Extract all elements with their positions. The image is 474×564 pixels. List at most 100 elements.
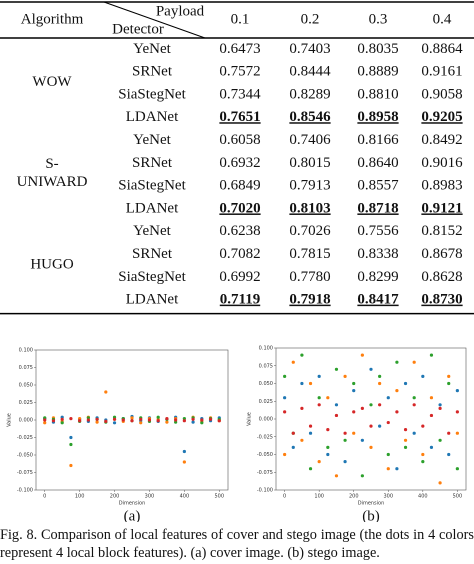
accuracy-value: 0.8546 <box>289 109 331 125</box>
scatter-point <box>386 467 390 471</box>
scatter-point <box>334 367 339 371</box>
scatter-point <box>182 419 186 423</box>
scatter-point <box>360 406 364 410</box>
scatter-point <box>95 417 99 421</box>
x-axis-label: Dimension <box>119 501 146 507</box>
x-tick-label: 0 <box>43 494 46 500</box>
scatter-point <box>403 438 408 442</box>
scatter-point <box>291 445 295 449</box>
detector-name: YeNet <box>133 132 171 148</box>
detector-name: SRNet <box>132 246 173 262</box>
scatter-point <box>438 406 442 410</box>
accuracy-value: 0.7918 <box>289 292 330 308</box>
accuracy-value: 0.8444 <box>289 64 331 80</box>
accuracy-value: 0.7403 <box>289 41 330 57</box>
x-tick-label: 400 <box>180 494 190 500</box>
scatter-point <box>455 410 459 414</box>
accuracy-value: 0.8103 <box>289 200 330 216</box>
scatter-point <box>69 442 73 447</box>
y-tick-label: 0.100 <box>259 346 273 352</box>
subfigure-label: (b) <box>362 508 380 522</box>
scatter-point <box>343 431 347 435</box>
scatter-point <box>283 452 287 457</box>
scatter-point <box>421 424 425 428</box>
accuracy-value: 0.8864 <box>421 41 463 57</box>
scatter-point <box>326 445 330 449</box>
accuracy-value: 0.8983 <box>421 178 462 194</box>
scatter-point <box>369 424 373 428</box>
scatter-point <box>300 438 304 442</box>
x-tick-label: 400 <box>418 494 428 500</box>
scatter-point <box>438 481 442 485</box>
scatter-point <box>326 396 330 400</box>
scatter-point <box>283 410 287 414</box>
scatter-point <box>139 417 143 421</box>
scatter-point <box>95 420 99 424</box>
scatter-point <box>69 463 73 468</box>
scatter-point <box>369 445 373 449</box>
accuracy-value: 0.9161 <box>421 64 462 80</box>
scatter-point <box>191 417 195 421</box>
x-tick-label: 300 <box>383 494 393 500</box>
scatter-point <box>60 421 64 425</box>
diagonal-rule <box>103 1 206 39</box>
scatter-point <box>165 417 169 421</box>
accuracy-value: 0.7026 <box>289 223 331 239</box>
figure-caption: Fig. 8. Comparison of local features of … <box>0 527 474 561</box>
header-payload-value: 0.1 <box>231 11 250 27</box>
accuracy-value: 0.8166 <box>357 132 399 148</box>
scatter-point <box>200 421 204 425</box>
scatter-point <box>403 445 408 449</box>
accuracy-value: 0.7815 <box>289 246 330 262</box>
accuracy-value: 0.7082 <box>219 246 260 262</box>
scatter-point <box>78 419 82 423</box>
scatter-point <box>317 460 321 464</box>
y-tick-label: 0.025 <box>19 400 33 406</box>
accuracy-value: 0.6932 <box>219 155 260 171</box>
y-tick-label: -0.075 <box>257 470 273 476</box>
scatter-point <box>360 474 364 478</box>
scatter-point <box>447 374 451 378</box>
accuracy-value: 0.8678 <box>421 246 462 262</box>
scatter-point <box>200 418 204 422</box>
scatter-point <box>369 403 373 407</box>
accuracy-value: 0.8492 <box>421 132 462 148</box>
accuracy-value: 0.7780 <box>289 269 330 285</box>
accuracy-value: 0.9205 <box>421 109 462 125</box>
y-tick-label: 0.000 <box>19 418 33 424</box>
scatter-point <box>334 413 339 418</box>
scatter-point <box>291 431 295 435</box>
scatter-point <box>412 396 416 400</box>
scatter-point <box>112 417 117 421</box>
scatter-point <box>334 403 339 407</box>
scatter-point <box>447 381 451 386</box>
scatter-point <box>191 420 195 424</box>
scatter-point <box>352 389 356 393</box>
x-tick-label: 100 <box>75 494 85 500</box>
scatter-point <box>378 424 382 428</box>
scatter-point <box>182 449 186 454</box>
scatter-point <box>300 381 304 386</box>
accuracy-value: 0.7119 <box>220 292 260 308</box>
x-tick-label: 0 <box>283 494 286 500</box>
detector-name: YeNet <box>133 41 171 57</box>
accuracy-value: 0.8640 <box>357 155 398 171</box>
x-tick-label: 200 <box>110 494 120 500</box>
y-tick-label: -0.025 <box>17 435 33 441</box>
header-payload: Payload <box>156 3 205 19</box>
algorithm-label: S- <box>45 156 58 172</box>
detector-name: LDANet <box>126 109 179 125</box>
scatter-point <box>165 420 169 424</box>
accuracy-value: 0.7406 <box>289 132 331 148</box>
accuracy-value: 0.8299 <box>357 269 398 285</box>
algorithm-label: UNIWARD <box>17 174 88 190</box>
header-payload-value: 0.3 <box>369 11 388 27</box>
scatter-point <box>429 396 434 400</box>
accuracy-value: 0.8015 <box>289 155 330 171</box>
y-tick-label: 0.000 <box>259 417 273 423</box>
accuracy-value: 0.6473 <box>219 41 260 57</box>
scatter-point <box>360 353 364 357</box>
scatter-point <box>300 353 304 357</box>
accuracy-value: 0.8289 <box>289 86 330 102</box>
y-tick-label: -0.050 <box>17 453 33 459</box>
